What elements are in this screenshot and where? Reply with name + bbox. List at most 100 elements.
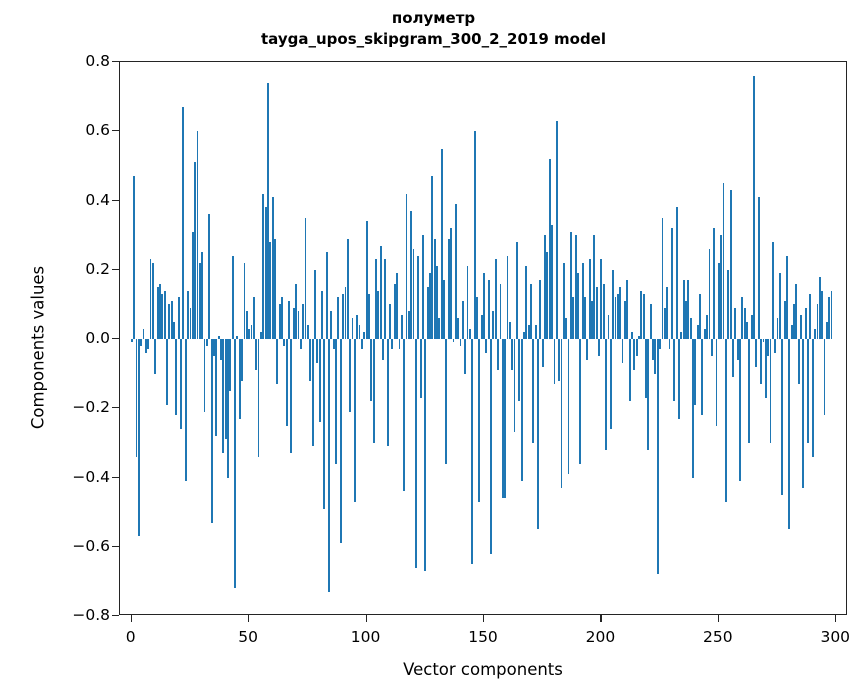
bar (255, 339, 258, 371)
bar (793, 304, 795, 339)
bar (222, 339, 225, 454)
bar (238, 339, 241, 419)
bar (372, 339, 375, 443)
bar (715, 339, 718, 426)
bar (757, 197, 760, 339)
bar (213, 339, 215, 357)
bar (675, 207, 678, 339)
y-axis-tick-mark (112, 545, 119, 547)
bar (485, 339, 488, 353)
bar (746, 321, 748, 339)
bar (602, 283, 605, 339)
bar (201, 252, 204, 339)
bar (696, 325, 699, 339)
y-axis-tick-mark (112, 130, 119, 132)
bar (330, 311, 333, 339)
bar (215, 339, 218, 436)
bar (220, 339, 222, 360)
bar (299, 339, 302, 350)
bar (396, 273, 399, 339)
bar (717, 262, 720, 339)
bar (297, 311, 300, 339)
bar (539, 280, 542, 339)
bar (600, 259, 603, 339)
bar (741, 297, 744, 339)
bar (182, 107, 185, 339)
bar (584, 297, 586, 339)
bar (194, 162, 197, 339)
bar (546, 252, 549, 339)
bar (405, 193, 408, 339)
bar (581, 262, 584, 339)
x-axis-tick-label: 300 (820, 628, 851, 646)
bar (753, 75, 755, 339)
bar (661, 217, 664, 339)
bar (316, 339, 319, 364)
bar (818, 276, 821, 339)
bar (391, 339, 394, 350)
bar (248, 328, 251, 339)
bar (764, 339, 767, 398)
bar (180, 339, 182, 430)
bar (677, 339, 680, 419)
bar (147, 339, 150, 350)
bar (614, 297, 617, 339)
bar (252, 297, 255, 339)
bar (459, 339, 462, 346)
bar (508, 321, 511, 339)
bar (771, 242, 774, 339)
bar (189, 307, 192, 339)
bar (259, 332, 262, 339)
bar (534, 325, 537, 339)
bar (271, 197, 274, 339)
bar (457, 318, 460, 339)
bar (236, 335, 239, 339)
bar-series (120, 62, 846, 614)
bar (595, 287, 598, 339)
bar (487, 280, 490, 339)
chart-title-line-2: tayga_upos_skipgram_300_2_2019 model (261, 30, 606, 48)
bar (393, 283, 396, 339)
x-axis-tick-labels: 0 50 100 150 200 250 300 (119, 615, 850, 655)
bar (830, 290, 833, 339)
x-axis-tick-mark (365, 615, 367, 622)
bar (572, 297, 575, 339)
bar (227, 339, 229, 478)
y-axis-tick-mark (112, 268, 119, 270)
y-axis-tick-mark (112, 615, 119, 617)
chart-title-line-1: полуметр (391, 9, 476, 27)
bar (325, 252, 328, 339)
bar (513, 339, 516, 433)
bar (257, 339, 260, 457)
bar (344, 287, 347, 339)
bar (267, 82, 269, 339)
bar (154, 339, 157, 374)
bar (814, 328, 817, 339)
bar (795, 283, 798, 339)
bar (447, 238, 450, 339)
bar (302, 304, 305, 339)
bar (511, 339, 514, 371)
bar (461, 300, 464, 339)
bar (175, 339, 178, 416)
bar (553, 339, 556, 384)
bar (659, 339, 662, 350)
bar (177, 297, 180, 339)
bar (710, 339, 713, 357)
bar (668, 339, 671, 350)
bar (724, 339, 727, 502)
bar (760, 339, 763, 384)
bar (734, 307, 737, 339)
bar (184, 339, 187, 481)
bar (649, 304, 652, 339)
bar (370, 339, 373, 402)
bar (504, 339, 507, 499)
bar (403, 339, 406, 492)
bar (151, 262, 154, 339)
bar (241, 339, 244, 381)
bar (342, 293, 345, 339)
bar (755, 339, 758, 367)
bar (656, 339, 659, 575)
bar (593, 235, 596, 339)
